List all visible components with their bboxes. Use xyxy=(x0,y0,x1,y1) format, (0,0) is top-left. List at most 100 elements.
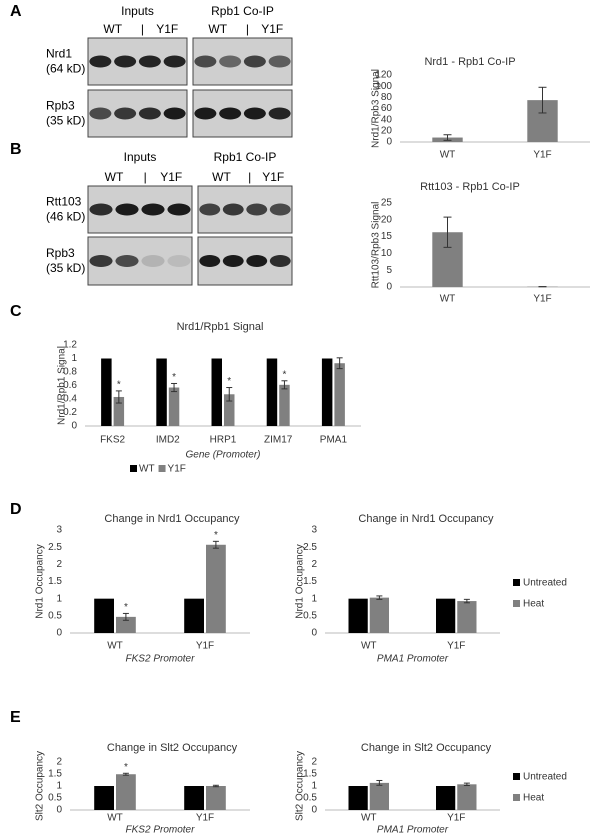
bar xyxy=(156,358,167,426)
blot-band xyxy=(163,107,186,120)
y-tick-label: 20 xyxy=(381,125,393,136)
bar xyxy=(266,358,278,426)
blot-band xyxy=(115,203,139,216)
lane-label: WT xyxy=(105,170,124,184)
blot-band xyxy=(141,255,165,267)
panel-label: A xyxy=(10,3,22,20)
chart-title: Change in Slt2 Occupancy xyxy=(361,742,492,754)
x-tick-label: WT xyxy=(361,813,377,824)
bar xyxy=(348,786,368,810)
lane-label: Y1F xyxy=(261,22,283,36)
y-tick-label: 1.2 xyxy=(63,340,77,351)
y-tick-label: 0 xyxy=(386,282,392,293)
bar xyxy=(94,598,114,633)
chart-title: Nrd1 - Rpb1 Co-IP xyxy=(424,56,515,68)
blot-group-title: Inputs xyxy=(124,150,157,164)
y-axis-label: Nrd1 Occupancy xyxy=(35,544,46,618)
significance-mark: * xyxy=(124,602,128,613)
bar xyxy=(206,786,226,810)
y-tick-label: 15 xyxy=(381,231,393,242)
protein-label: Rtt103 xyxy=(46,195,82,209)
y-tick-label: 1 xyxy=(56,781,62,792)
x-tick-label: FKS2 xyxy=(100,435,125,446)
y-tick-label: 80 xyxy=(381,92,393,103)
size-label: (64 kD) xyxy=(46,62,85,76)
chart-title: Change in Nrd1 Occupancy xyxy=(358,513,494,525)
bar xyxy=(206,544,226,633)
blot xyxy=(87,236,193,286)
bar xyxy=(457,601,477,633)
x-tick-label: Y1F xyxy=(533,150,551,161)
x-tick-label: Y1F xyxy=(196,641,214,652)
x-axis-label: PMA1 Promoter xyxy=(377,825,449,836)
blot-band xyxy=(194,107,217,120)
y-axis-label: Nrd1 Occupancy xyxy=(295,544,306,618)
x-tick-label: WT xyxy=(107,641,123,652)
y-tick-label: 2 xyxy=(311,559,317,570)
bar xyxy=(184,786,204,810)
bar xyxy=(321,358,333,426)
lane-label: Y1F xyxy=(160,170,182,184)
blot-band xyxy=(269,255,291,267)
x-tick-label: Y1F xyxy=(447,813,465,824)
protein-label: Rpb3 xyxy=(46,246,75,260)
blot-band xyxy=(115,255,139,267)
y-tick-label: 1 xyxy=(311,593,317,604)
legend-swatch xyxy=(513,794,520,801)
size-label: (35 kD) xyxy=(46,261,85,275)
size-label: (35 kD) xyxy=(46,114,85,128)
blot-group-title: Rpb1 Co-IP xyxy=(214,150,277,164)
y-tick-label: 1.5 xyxy=(303,576,317,587)
blot-band xyxy=(163,55,186,68)
legend-swatch xyxy=(513,579,520,586)
significance-mark: * xyxy=(214,530,218,541)
lane-label: Y1F xyxy=(156,22,178,36)
x-tick-label: IMD2 xyxy=(156,435,180,446)
bar xyxy=(224,394,235,426)
y-tick-label: 5 xyxy=(386,265,392,276)
x-tick-label: WT xyxy=(107,813,123,824)
x-tick-label: WT xyxy=(440,294,456,305)
y-tick-label: 100 xyxy=(375,81,392,92)
blot-band xyxy=(219,55,242,68)
bar xyxy=(436,786,456,810)
y-tick-label: 3 xyxy=(56,525,62,536)
blot-band xyxy=(138,107,161,120)
blot-band xyxy=(167,255,191,267)
blot-band xyxy=(269,203,291,216)
legend-label: Y1F xyxy=(168,464,186,475)
significance-mark: * xyxy=(172,372,176,383)
y-tick-label: 60 xyxy=(381,103,393,114)
blot-band xyxy=(199,255,221,267)
y-tick-label: 0 xyxy=(386,137,392,148)
y-tick-label: 120 xyxy=(375,70,392,81)
x-tick-label: Y1F xyxy=(533,294,551,305)
bar xyxy=(211,358,222,426)
y-axis-label: Nrd1/Rpb3 Signal xyxy=(371,69,382,148)
chart-title: Change in Slt2 Occupancy xyxy=(107,742,238,754)
blot-band xyxy=(243,107,266,120)
y-axis-label: Slt2 Occupancy xyxy=(295,751,306,821)
x-tick-label: WT xyxy=(361,641,377,652)
lane-label: Y1F xyxy=(262,170,284,184)
significance-mark: * xyxy=(227,376,231,387)
y-tick-label: 2 xyxy=(56,559,62,570)
y-tick-label: 1 xyxy=(71,353,77,364)
bar xyxy=(348,598,368,633)
y-tick-label: 0.5 xyxy=(303,610,317,621)
lane-label: | xyxy=(144,170,147,184)
x-tick-label: WT xyxy=(440,150,456,161)
bar xyxy=(113,396,125,426)
y-tick-label: 0.5 xyxy=(48,610,62,621)
bar xyxy=(436,598,456,633)
bar xyxy=(334,363,345,426)
y-tick-label: 0.5 xyxy=(303,793,317,804)
bar xyxy=(116,774,136,810)
y-tick-label: 0.8 xyxy=(63,367,77,378)
blot-band xyxy=(114,55,137,68)
blot-band xyxy=(246,203,268,216)
blot-band xyxy=(89,203,113,216)
legend-swatch xyxy=(513,773,520,780)
y-tick-label: 3 xyxy=(311,525,317,536)
y-tick-label: 2 xyxy=(56,757,62,768)
